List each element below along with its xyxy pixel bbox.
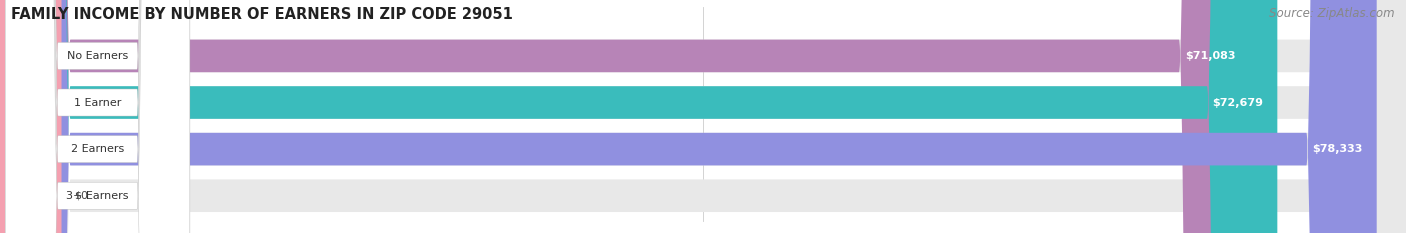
Text: 3+ Earners: 3+ Earners <box>66 191 129 201</box>
FancyBboxPatch shape <box>6 0 190 233</box>
FancyBboxPatch shape <box>0 0 1250 233</box>
Text: No Earners: No Earners <box>67 51 128 61</box>
Text: $78,333: $78,333 <box>1312 144 1362 154</box>
Text: $72,679: $72,679 <box>1212 98 1263 107</box>
Text: $71,083: $71,083 <box>1185 51 1236 61</box>
Text: Source: ZipAtlas.com: Source: ZipAtlas.com <box>1270 7 1395 20</box>
FancyBboxPatch shape <box>0 0 1277 233</box>
Text: 2 Earners: 2 Earners <box>70 144 124 154</box>
FancyBboxPatch shape <box>0 0 62 233</box>
Text: FAMILY INCOME BY NUMBER OF EARNERS IN ZIP CODE 29051: FAMILY INCOME BY NUMBER OF EARNERS IN ZI… <box>11 7 513 22</box>
Text: $0: $0 <box>73 191 87 201</box>
FancyBboxPatch shape <box>6 0 190 233</box>
FancyBboxPatch shape <box>6 0 190 233</box>
FancyBboxPatch shape <box>6 0 190 233</box>
FancyBboxPatch shape <box>0 0 1376 233</box>
Text: 1 Earner: 1 Earner <box>75 98 121 107</box>
